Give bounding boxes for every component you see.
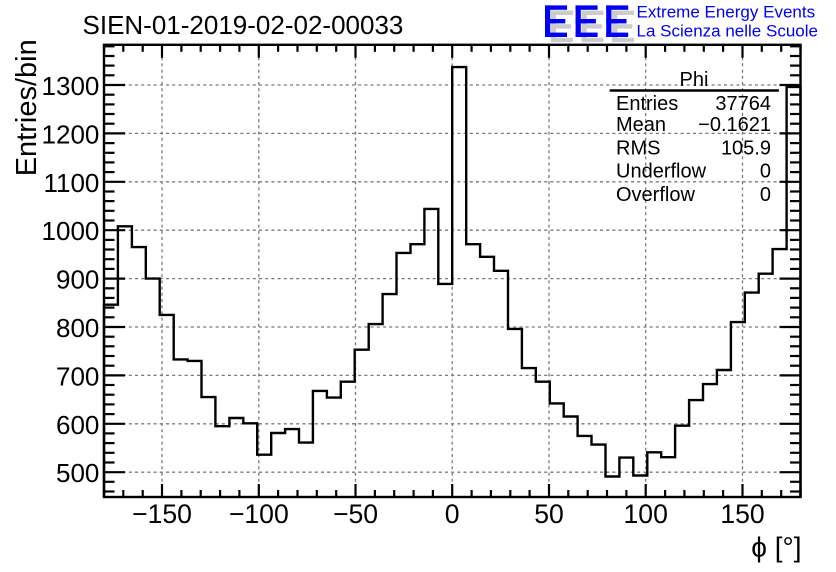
- svg-text:900: 900: [56, 265, 99, 295]
- svg-text:1300: 1300: [42, 71, 100, 101]
- svg-text:Phi: Phi: [680, 69, 709, 91]
- svg-text:RMS: RMS: [616, 138, 660, 160]
- svg-text:−50: −50: [333, 499, 378, 529]
- svg-text:Mean: Mean: [616, 114, 666, 136]
- svg-text:1100: 1100: [43, 168, 99, 198]
- svg-text:0: 0: [760, 161, 771, 183]
- svg-text:1000: 1000: [42, 216, 100, 246]
- svg-text:Entries: Entries: [616, 93, 678, 115]
- svg-text:1200: 1200: [42, 119, 100, 149]
- svg-text:37764: 37764: [715, 93, 771, 115]
- svg-text:Overflow: Overflow: [616, 184, 695, 206]
- svg-text:800: 800: [56, 313, 99, 343]
- svg-text:100: 100: [624, 499, 668, 529]
- svg-text:0: 0: [760, 184, 771, 206]
- svg-text:Extreme Energy Events: Extreme Energy Events: [637, 2, 816, 21]
- svg-text:50: 50: [534, 499, 564, 529]
- svg-text:ϕ [°]: ϕ [°]: [751, 532, 801, 563]
- svg-text:−0.1621: −0.1621: [698, 114, 771, 136]
- svg-text:−100: −100: [229, 499, 289, 529]
- svg-text:SIEN-01-2019-02-02-00033: SIEN-01-2019-02-02-00033: [83, 10, 404, 40]
- svg-text:−150: −150: [132, 499, 192, 529]
- svg-text:700: 700: [56, 361, 99, 391]
- svg-text:La Scienza nelle Scuole: La Scienza nelle Scuole: [637, 22, 818, 41]
- svg-text:Entries/bin: Entries/bin: [11, 39, 43, 176]
- svg-text:150: 150: [720, 499, 764, 529]
- svg-text:0: 0: [445, 499, 460, 529]
- svg-text:105.9: 105.9: [721, 138, 771, 160]
- svg-text:500: 500: [56, 458, 99, 488]
- svg-text:600: 600: [56, 410, 99, 440]
- svg-text:Underflow: Underflow: [616, 161, 707, 183]
